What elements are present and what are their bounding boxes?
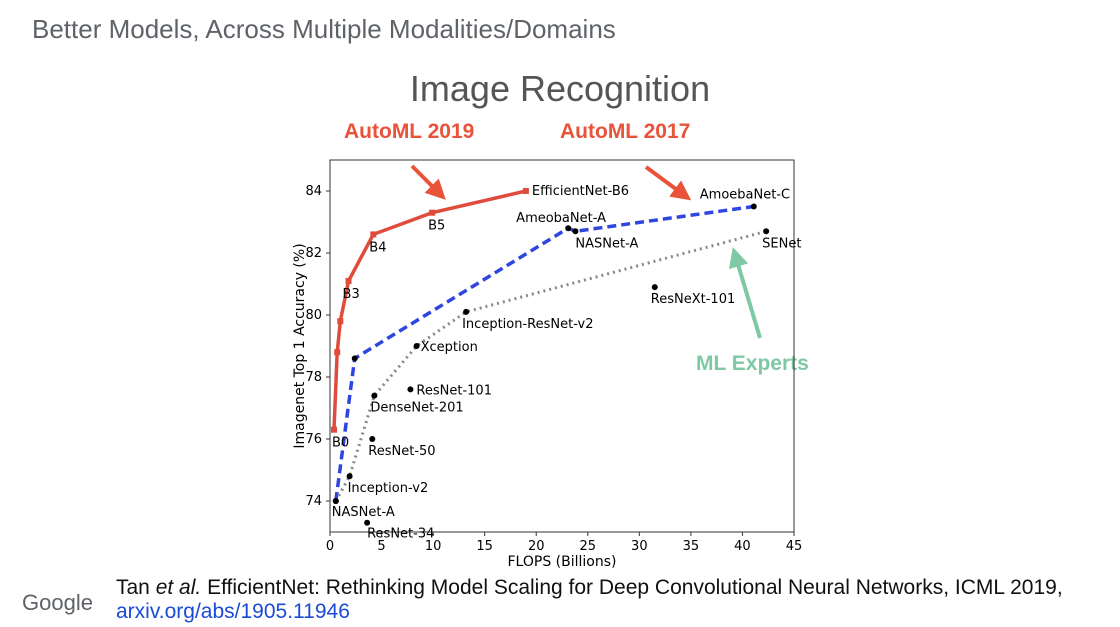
model-point-label: ResNeXt-101 bbox=[651, 292, 735, 307]
citation-etal: et al. bbox=[155, 576, 202, 599]
efficientnet-point bbox=[370, 231, 377, 238]
x-tick-label: 35 bbox=[683, 539, 700, 554]
efficientnet-point bbox=[345, 277, 352, 284]
ml-experts-series-line bbox=[334, 229, 767, 502]
automl-2017-point-label: NASNet-A bbox=[575, 236, 638, 251]
efficientnet-point bbox=[522, 188, 529, 194]
efficientnet-point-label: B4 bbox=[369, 240, 386, 255]
x-tick-label: 0 bbox=[326, 539, 334, 554]
y-tick-label: 74 bbox=[305, 494, 322, 509]
efficientnet-point-label: B0 bbox=[332, 436, 349, 451]
ml-experts-point-label: Inception-v2 bbox=[348, 481, 429, 496]
automl-2017-point-label: AmoebaNet-C bbox=[700, 188, 790, 203]
automl-2019-annotation: AutoML 2019 bbox=[344, 120, 475, 143]
model-point-label: ResNet-101 bbox=[416, 383, 492, 398]
efficientnet-point bbox=[331, 426, 338, 433]
google-logo: Google bbox=[22, 590, 93, 615]
x-tick-label: 25 bbox=[580, 539, 597, 554]
efficientnet-point bbox=[429, 209, 436, 216]
automl-2019-arrow bbox=[410, 164, 446, 200]
paper-link[interactable]: arxiv.org/abs/1905.11946 bbox=[116, 600, 350, 623]
citation-prefix: Tan bbox=[116, 576, 156, 599]
ml-experts-annotation: ML Experts bbox=[696, 352, 809, 375]
automl-2017-annotation: AutoML 2017 bbox=[560, 120, 691, 143]
ml-experts-point-label: SENet bbox=[762, 236, 801, 251]
ml-experts-point bbox=[332, 498, 339, 504]
x-axis-label: FLOPS (Billions) bbox=[508, 554, 617, 570]
citation-text: EfficientNet: Rethinking Model Scaling f… bbox=[201, 576, 1063, 599]
ml-experts-point bbox=[371, 392, 378, 399]
efficientnet-point bbox=[334, 349, 341, 356]
efficientnet-point bbox=[337, 318, 344, 325]
efficientnet-point-label: B5 bbox=[428, 219, 445, 234]
ml-experts-point bbox=[413, 343, 420, 349]
y-tick-label: 76 bbox=[305, 432, 322, 447]
efficientnet-point-label: B3 bbox=[343, 287, 360, 302]
ml-experts-point bbox=[463, 308, 470, 315]
x-tick-label: 20 bbox=[528, 539, 545, 554]
ml-experts-point-label: Xception bbox=[421, 340, 478, 355]
citation: Tan et al. EfficientNet: Rethinking Mode… bbox=[116, 576, 1063, 624]
x-tick-label: 40 bbox=[734, 539, 751, 554]
model-point bbox=[651, 284, 658, 291]
y-tick-label: 78 bbox=[305, 370, 322, 385]
efficientnet-point-label: EfficientNet-B6 bbox=[532, 184, 629, 199]
slide-header: Better Models, Across Multiple Modalitie… bbox=[32, 14, 616, 44]
ml-experts-point bbox=[763, 228, 770, 235]
x-tick-label: 30 bbox=[631, 539, 648, 554]
x-tick-label: 5 bbox=[377, 539, 385, 554]
model-point bbox=[364, 519, 371, 526]
y-tick-label: 84 bbox=[305, 184, 322, 199]
x-tick-label: 45 bbox=[786, 539, 803, 554]
plot-frame bbox=[329, 159, 795, 533]
automl-2017-arrow bbox=[644, 165, 692, 201]
ml-experts-point bbox=[346, 473, 353, 480]
model-point bbox=[369, 436, 376, 442]
automl-2017-point bbox=[565, 225, 572, 232]
y-tick-label: 80 bbox=[305, 308, 322, 323]
model-point-label: ResNet-50 bbox=[368, 444, 435, 459]
model-point-label: ResNet-34 bbox=[367, 527, 434, 542]
model-point bbox=[407, 386, 414, 393]
ml-experts-point-label: DenseNet-201 bbox=[370, 401, 463, 416]
automl-2017-point-label: AmeobaNet-A bbox=[516, 211, 606, 226]
x-tick-label: 10 bbox=[425, 539, 442, 554]
automl-2017-point bbox=[750, 203, 757, 210]
ml-experts-point-label: Inception-ResNet-v2 bbox=[462, 317, 593, 332]
automl-2017-point bbox=[572, 228, 579, 235]
y-tick-label: 82 bbox=[305, 246, 322, 261]
ml-experts-point-label: NASNet-A bbox=[332, 505, 395, 520]
ml-experts-arrow bbox=[729, 247, 762, 339]
x-tick-label: 15 bbox=[476, 539, 493, 554]
automl-2017-point bbox=[351, 355, 358, 362]
chart-title: Image Recognition bbox=[409, 68, 711, 109]
y-axis-label: Imagenet Top 1 Accuracy (%) bbox=[292, 243, 308, 448]
